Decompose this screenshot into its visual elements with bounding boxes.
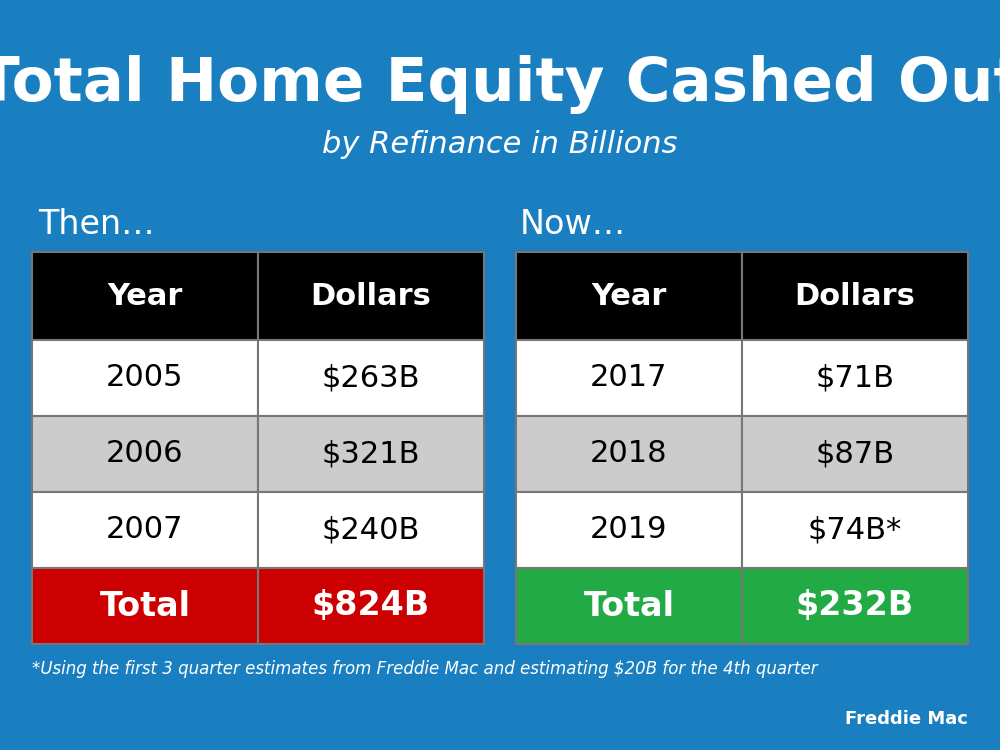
- Bar: [516, 568, 742, 644]
- Bar: [742, 492, 968, 568]
- Bar: [516, 252, 742, 340]
- Bar: [742, 252, 968, 340]
- Bar: [516, 340, 742, 416]
- Text: $71B: $71B: [816, 364, 895, 392]
- Bar: [516, 492, 742, 568]
- Text: $824B: $824B: [312, 590, 430, 622]
- Bar: [258, 416, 484, 492]
- Text: by Refinance in Billions: by Refinance in Billions: [322, 130, 678, 159]
- Text: $321B: $321B: [322, 440, 420, 469]
- Text: $87B: $87B: [815, 440, 895, 469]
- Bar: [258, 340, 484, 416]
- Bar: [32, 340, 258, 416]
- Bar: [516, 416, 742, 492]
- Bar: [32, 252, 258, 340]
- Text: Total: Total: [100, 590, 190, 622]
- Text: $74B*: $74B*: [808, 515, 902, 544]
- Text: Now…: Now…: [520, 208, 626, 241]
- Text: Year: Year: [107, 281, 183, 310]
- Bar: [32, 568, 258, 644]
- Text: 2017: 2017: [590, 364, 668, 392]
- Text: Dollars: Dollars: [795, 281, 915, 310]
- Text: $232B: $232B: [796, 590, 914, 622]
- Bar: [258, 492, 484, 568]
- Bar: [742, 568, 968, 644]
- Bar: [742, 416, 968, 492]
- Text: Total: Total: [584, 590, 674, 622]
- Text: 2007: 2007: [106, 515, 184, 544]
- Text: 2018: 2018: [590, 440, 668, 469]
- Bar: [258, 568, 484, 644]
- Text: 2005: 2005: [106, 364, 184, 392]
- Bar: [32, 416, 258, 492]
- Text: Dollars: Dollars: [311, 281, 431, 310]
- Text: Total Home Equity Cashed Out: Total Home Equity Cashed Out: [0, 55, 1000, 114]
- Text: Year: Year: [591, 281, 667, 310]
- Text: Freddie Mac: Freddie Mac: [845, 710, 968, 728]
- Bar: [742, 340, 968, 416]
- Text: 2006: 2006: [106, 440, 184, 469]
- Text: Then…: Then…: [38, 208, 155, 241]
- Bar: [258, 252, 484, 340]
- Bar: [32, 492, 258, 568]
- Text: 2019: 2019: [590, 515, 668, 544]
- Text: $240B: $240B: [322, 515, 420, 544]
- Text: *Using the first 3 quarter estimates from Freddie Mac and estimating $20B for th: *Using the first 3 quarter estimates fro…: [32, 660, 818, 678]
- Text: $263B: $263B: [322, 364, 420, 392]
